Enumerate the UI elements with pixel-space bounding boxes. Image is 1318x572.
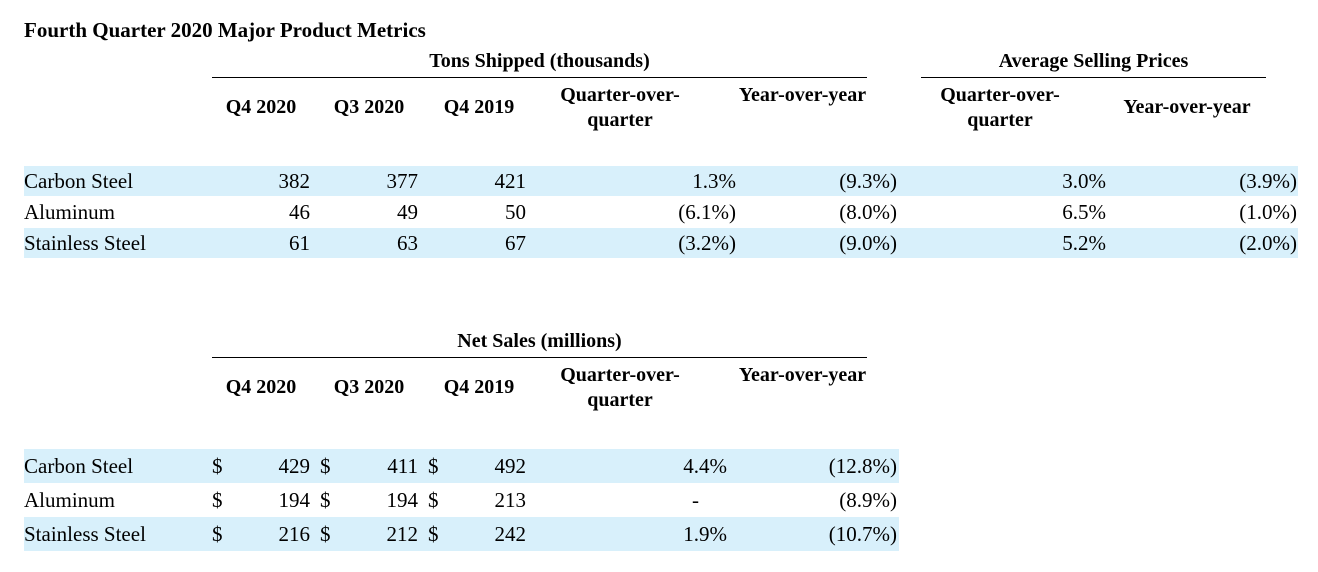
col-header-q4-2020: Q4 2020 — [225, 376, 297, 398]
asp-qoq: 3.0% — [1062, 169, 1106, 193]
tons-yoy: (8.0%) — [839, 200, 897, 224]
col-header-q4-2020: Q4 2020 — [225, 96, 297, 118]
asp-header-rule — [921, 77, 1266, 78]
row-label: Stainless Steel — [24, 522, 146, 546]
asp-col-header-quarter-over-quarter: Quarter-over-quarter — [940, 84, 1060, 131]
tons-qoq: 1.3% — [692, 169, 736, 193]
sales-yoy: (12.8%) — [828, 454, 897, 478]
row-label: Aluminum — [24, 200, 116, 224]
sales-q3-2020: 212 — [386, 522, 419, 546]
col-header-q4-2019: Q4 2019 — [443, 96, 515, 118]
sales-q3-2020: 194 — [386, 488, 419, 512]
asp-yoy: (2.0%) — [1239, 231, 1297, 255]
col-header-q3-2020: Q3 2020 — [333, 96, 405, 118]
asp-qoq: 5.2% — [1062, 231, 1106, 255]
row-band-stainless-steel — [24, 228, 1298, 258]
tons-q4-2020: 46 — [289, 200, 310, 224]
asp-group-header: Average Selling Prices — [998, 50, 1189, 72]
net-sales-group-header: Net Sales (millions) — [457, 330, 622, 352]
tons-q4-2020: 382 — [278, 169, 311, 193]
tons-qoq: (6.1%) — [678, 200, 736, 224]
currency-symbol: $ — [212, 488, 223, 512]
col-header-q4-2019: Q4 2019 — [443, 376, 515, 398]
tons-yoy: (9.0%) — [839, 231, 897, 255]
page-title: Fourth Quarter 2020 Major Product Metric… — [24, 18, 426, 42]
tons-q4-2019: 67 — [505, 231, 526, 255]
tons-shipped-group-header: Tons Shipped (thousands) — [429, 50, 650, 72]
tons-q3-2020: 49 — [397, 200, 418, 224]
tons-q4-2019: 50 — [505, 200, 526, 224]
col-header-quarter-over-quarter: Quarter-over-quarter — [560, 84, 680, 131]
sales-q4-2019: 213 — [494, 488, 527, 512]
sales-yoy: (8.9%) — [839, 488, 897, 512]
tons-q3-2020: 377 — [386, 169, 419, 193]
asp-yoy: (1.0%) — [1239, 200, 1297, 224]
sales-q4-2020: 216 — [278, 522, 311, 546]
sales-q3-2020: 411 — [387, 454, 418, 478]
row-label: Stainless Steel — [24, 231, 146, 255]
row-label: Carbon Steel — [24, 454, 134, 478]
currency-symbol: $ — [428, 522, 439, 546]
currency-symbol: $ — [212, 454, 223, 478]
row-band-carbon-steel — [24, 166, 1298, 196]
sales-yoy: (10.7%) — [828, 522, 897, 546]
col-header-quarter-over-quarter: Quarter-over-quarter — [560, 364, 680, 411]
tons-yoy: (9.3%) — [839, 169, 897, 193]
sales-q4-2020: 194 — [278, 488, 311, 512]
tons-q4-2020: 61 — [289, 231, 310, 255]
row-label: Aluminum — [24, 488, 116, 512]
asp-qoq: 6.5% — [1062, 200, 1106, 224]
currency-symbol: $ — [428, 454, 439, 478]
asp-col-header-year-over-year: Year-over-year — [1123, 96, 1251, 118]
col-header-year-over-year: Year-over-year — [738, 84, 867, 106]
sales-qoq: 4.4% — [683, 454, 727, 478]
col-header-year-over-year: Year-over-year — [738, 364, 867, 386]
sales-q4-2020: 429 — [278, 454, 311, 478]
sales-qoq: 1.9% — [683, 522, 727, 546]
sales-q4-2019: 492 — [494, 454, 527, 478]
row-band-stainless-steel — [24, 517, 899, 551]
row-band-carbon-steel — [24, 449, 899, 483]
currency-symbol: $ — [320, 454, 331, 478]
tons-shipped-header-rule — [212, 77, 867, 78]
net-sales-header-rule — [212, 357, 867, 358]
sales-qoq: - — [692, 488, 699, 512]
currency-symbol: $ — [428, 488, 439, 512]
sales-q4-2019: 242 — [494, 522, 527, 546]
currency-symbol: $ — [320, 522, 331, 546]
tons-q3-2020: 63 — [397, 231, 418, 255]
asp-yoy: (3.9%) — [1239, 169, 1297, 193]
currency-symbol: $ — [212, 522, 223, 546]
tons-qoq: (3.2%) — [678, 231, 736, 255]
col-header-q3-2020: Q3 2020 — [333, 376, 405, 398]
currency-symbol: $ — [320, 488, 331, 512]
row-label: Carbon Steel — [24, 169, 134, 193]
tons-q4-2019: 421 — [494, 169, 527, 193]
